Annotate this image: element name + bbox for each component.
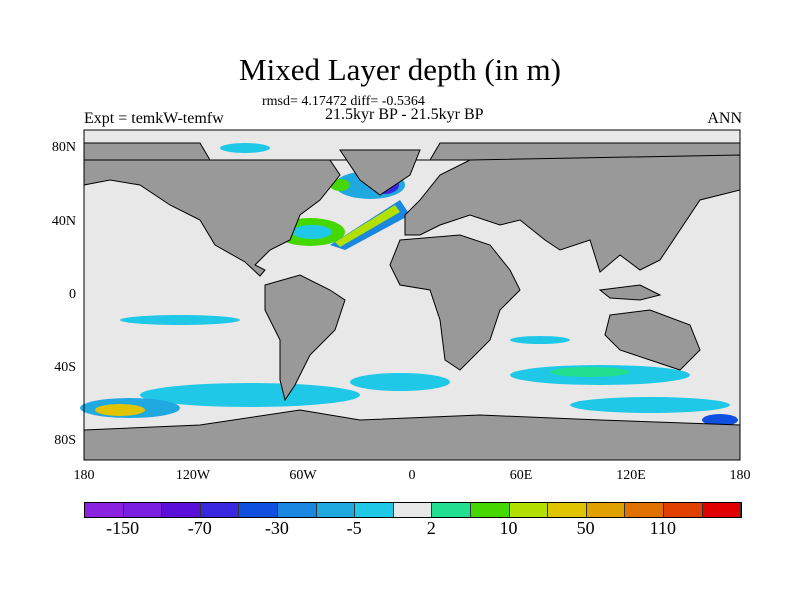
colorbar-label: -5 (346, 518, 362, 538)
map-frame (83, 129, 741, 461)
colorbar-box (85, 503, 124, 517)
colorbar-label: 50 (576, 518, 595, 538)
lon-tick-label: 120E (616, 468, 646, 483)
colorbar-label: -70 (187, 518, 212, 538)
lon-tick-label: 180 (729, 468, 751, 483)
colorbar-box (663, 503, 703, 517)
colorbar-box (393, 503, 433, 517)
period-text: 21.5kyr BP - 21.5kyr BP (325, 106, 484, 123)
colorbar (84, 502, 742, 518)
lon-tick-label: 0 (408, 468, 416, 483)
eurasia (404, 154, 741, 273)
plot-title: Mixed Layer depth (in m) (239, 52, 561, 87)
lat-tick-label: 0 (69, 287, 76, 302)
experiment-label: Expt = temkW-temfw (84, 110, 224, 127)
greenland (339, 149, 421, 196)
colorbar-label: 10 (499, 518, 518, 538)
colorbar-box (432, 503, 471, 517)
colorbar-box (200, 503, 240, 517)
colorbar-box (355, 503, 394, 517)
colorbar-box (509, 503, 549, 517)
lon-tick-label: 60E (509, 468, 533, 483)
lat-tick-label: 80N (51, 140, 76, 155)
north-america (83, 159, 341, 277)
colorbar-box (239, 503, 278, 517)
lon-tick-label: 120W (175, 468, 211, 483)
colorbar-box (702, 503, 742, 517)
colorbar-box (162, 503, 201, 517)
colorbar-label: -150 (106, 518, 140, 538)
australia (604, 309, 701, 371)
lon-tick-label: 180 (73, 468, 95, 483)
land (83, 142, 741, 461)
south-america (264, 274, 346, 402)
indonesia (598, 284, 662, 301)
colorbar-box (586, 503, 626, 517)
colorbar-label: -30 (264, 518, 289, 538)
colorbar-box (277, 503, 317, 517)
colorbar-label: 110 (649, 518, 676, 538)
season-label: ANN (707, 110, 742, 127)
colorbar-label: 2 (426, 518, 436, 538)
stats-text: rmsd= 4.17472 diff= -0.5364 (262, 94, 425, 109)
colorbar-box (316, 503, 356, 517)
africa (389, 234, 521, 371)
anomaly-patches (80, 143, 738, 426)
colorbar-box (625, 503, 664, 517)
lat-tick-label: 40S (54, 360, 76, 375)
colorbar-box (123, 503, 163, 517)
colorbar-box (470, 503, 510, 517)
colorbar-box (548, 503, 587, 517)
lon-tick-label: 60W (289, 468, 317, 483)
lat-tick-label: 40N (51, 214, 76, 229)
lat-tick-label: 80S (54, 433, 76, 448)
